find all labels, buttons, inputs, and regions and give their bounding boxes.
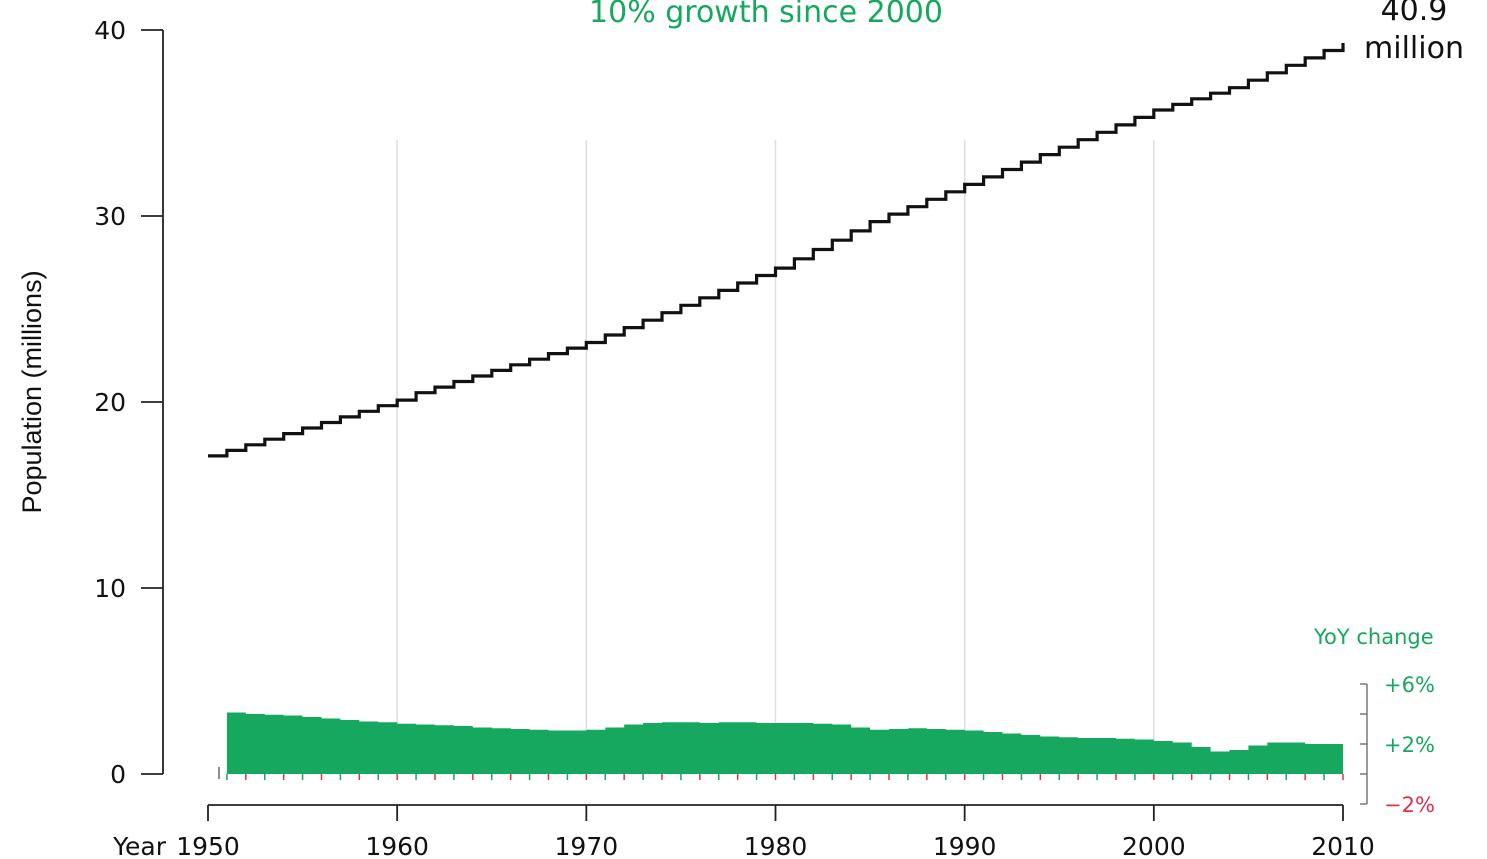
y-tick-label-10: 10 [94, 574, 126, 603]
yoy-label-minus2: −2% [1384, 793, 1435, 817]
yoy-label-plus6: +6% [1384, 673, 1435, 697]
population-step-line [208, 43, 1345, 458]
y-tick-label-30: 30 [94, 202, 126, 231]
end-value-label: 40.9 [1381, 0, 1448, 28]
y-axis-label: Population (millions) [17, 270, 47, 513]
y-tick-label-0: 0 [110, 760, 126, 789]
x-tick-label-1950: 1950 [176, 832, 240, 859]
population-series [208, 43, 1345, 458]
yoy-title: YoY change [1313, 625, 1434, 649]
yoy-area [226, 712, 1343, 774]
yoy-change-area [218, 712, 1344, 780]
axes: 0 10 20 30 40 1950 1960 1970 1980 1990 2000 2010 Yea… [94, 16, 1375, 859]
x-tick-label-1980: 1980 [744, 832, 808, 859]
y-tick-label-40: 40 [94, 16, 126, 45]
x-tick-label-1960: 1960 [365, 832, 429, 859]
x-tick-label-2010: 2010 [1311, 832, 1375, 859]
chart-annotation-title: 10% growth since 2000 [589, 0, 943, 30]
x-tick-label-1970: 1970 [555, 832, 619, 859]
yoy-label-plus2: +2% [1384, 733, 1435, 757]
x-tick-label-2000: 2000 [1122, 832, 1186, 859]
vertical-gridlines [396, 140, 1155, 774]
x-tick-label-1990: 1990 [933, 832, 997, 859]
x-axis-prefix: Year [112, 832, 167, 859]
end-unit-label: million [1364, 31, 1464, 66]
y-tick-label-20: 20 [94, 388, 126, 417]
